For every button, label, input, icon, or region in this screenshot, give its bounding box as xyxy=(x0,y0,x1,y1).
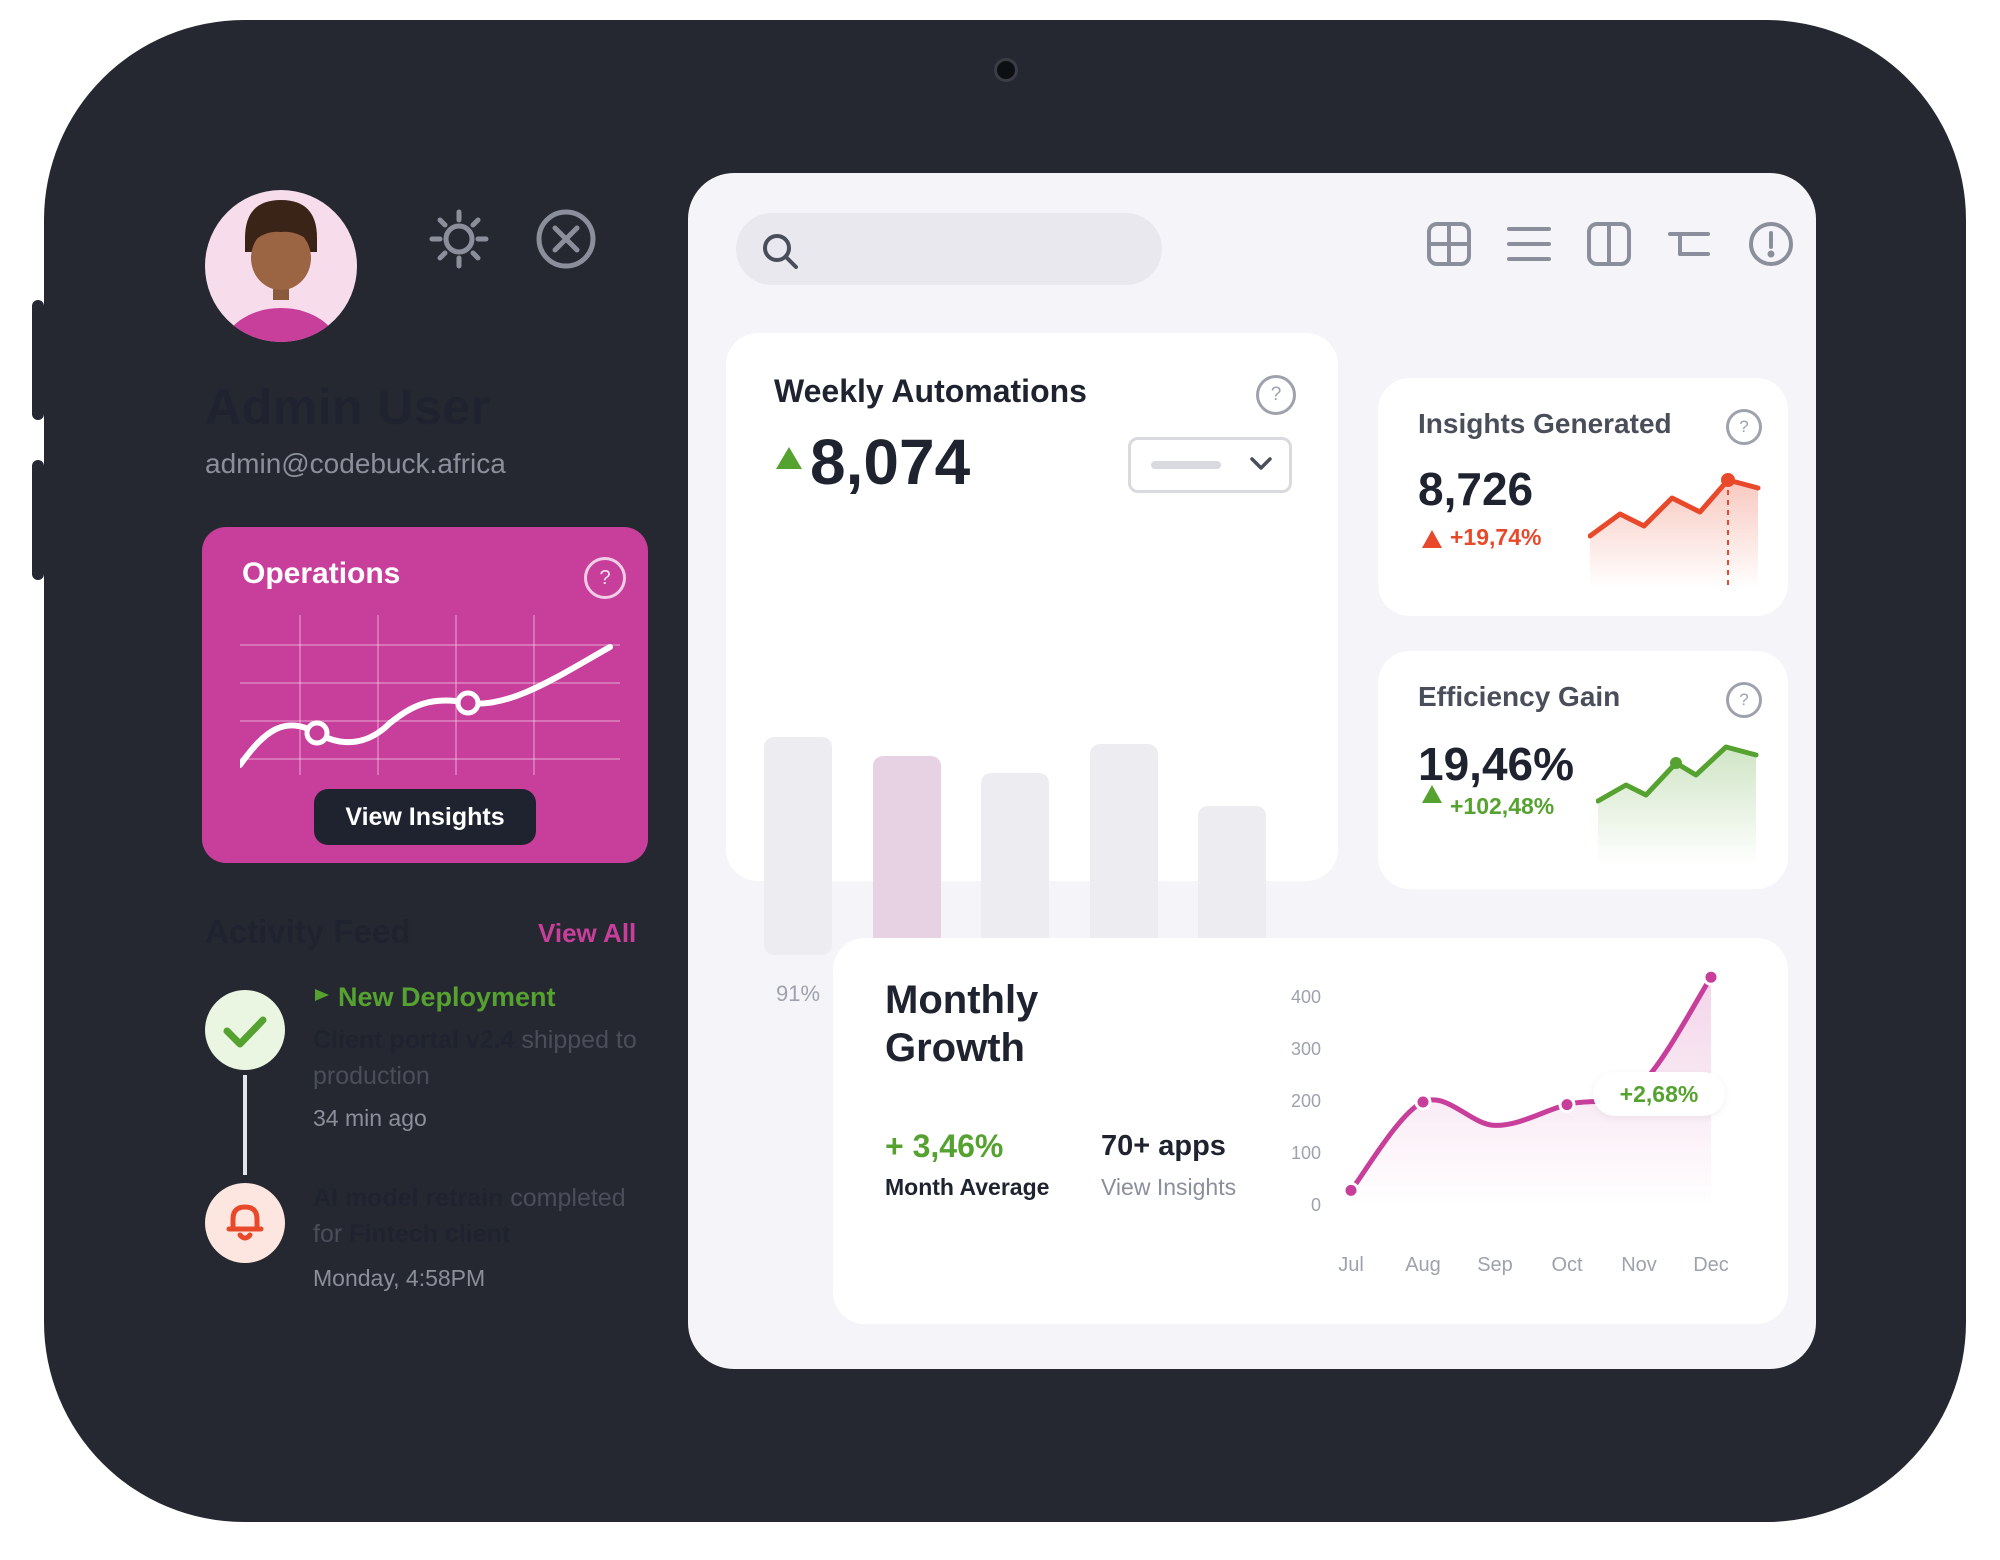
y-tick-label: 200 xyxy=(1290,1091,1321,1111)
insights-generated-card: Insights Generated ? 8,726 +19,74% xyxy=(1378,378,1788,616)
operations-title: Operations xyxy=(242,557,401,590)
efficiency-gain-card: Efficiency Gain ? 19,46% +102,48% xyxy=(1378,651,1788,889)
insights-sparkline xyxy=(1588,473,1761,588)
timeline-connector xyxy=(243,1075,247,1175)
feed-item-tag: New Deployment xyxy=(338,982,556,1012)
period-select[interactable] xyxy=(1128,437,1292,493)
help-icon[interactable]: ? xyxy=(1726,409,1762,445)
y-tick-label: 0 xyxy=(1310,1195,1321,1215)
x-tick-label: Sep xyxy=(1477,1254,1513,1276)
insights-generated-title: Insights Generated xyxy=(1418,408,1672,439)
feed-item-time: 34 min ago xyxy=(313,1105,427,1131)
efficiency-sparkline xyxy=(1596,744,1759,865)
data-point[interactable] xyxy=(1414,1093,1432,1111)
insights-generated-change: +19,74% xyxy=(1450,524,1542,550)
month-average-label: Month Average xyxy=(885,1174,1050,1200)
weekly-automations-title: Weekly Automations xyxy=(774,373,1087,409)
search-icon xyxy=(763,234,798,269)
series-area xyxy=(1351,977,1711,1206)
monthly-growth-card: Monthly Growth + 3,46% Month Average 70+… xyxy=(833,938,1788,1324)
weekly-automations-value: 8,074 xyxy=(810,426,971,498)
feed-item-highlight: Fintech client xyxy=(349,1220,511,1248)
data-point[interactable] xyxy=(1342,1181,1360,1199)
feed-item-body: completed for xyxy=(313,1184,626,1248)
volume-up-button xyxy=(32,300,44,420)
x-tick-label: Dec xyxy=(1693,1254,1729,1276)
volume-down-button xyxy=(32,460,44,580)
flag-icon xyxy=(315,989,329,1001)
view-insights-link[interactable]: View Insights xyxy=(1101,1174,1237,1200)
trend-up-icon xyxy=(776,447,802,469)
data-point[interactable] xyxy=(1558,1096,1576,1114)
tree-view-icon[interactable] xyxy=(1666,221,1712,267)
y-tick-label: 300 xyxy=(1290,1039,1321,1059)
operations-card: Operations ? View Insights xyxy=(202,527,648,863)
bar[interactable] xyxy=(981,772,1049,955)
y-tick-label: 100 xyxy=(1290,1143,1321,1163)
chevron-down-icon xyxy=(1250,457,1272,470)
growth-badge: +2,68% xyxy=(1593,1072,1725,1116)
check-icon xyxy=(205,990,285,1070)
view-insights-button[interactable]: View Insights xyxy=(314,789,536,845)
bar-label: 91% xyxy=(775,981,821,1006)
camera xyxy=(994,58,1018,82)
trend-up-icon xyxy=(1422,530,1442,548)
monthly-growth-title: Monthly Growth xyxy=(885,978,1039,1070)
bar[interactable] xyxy=(1089,743,1158,955)
bar[interactable] xyxy=(1198,806,1266,955)
x-tick-label: Aug xyxy=(1405,1254,1441,1276)
trend-up-icon xyxy=(1422,785,1442,803)
user-email: admin@codebuck.africa xyxy=(205,448,506,479)
main-panel: Weekly Automations ? 8,074 91%83%76%88%6… xyxy=(688,173,1816,1369)
split-view-icon[interactable] xyxy=(1586,221,1632,267)
alert-icon[interactable] xyxy=(1748,221,1794,267)
weekly-automations-card: Weekly Automations ? 8,074 91%83%76%88%6… xyxy=(726,333,1338,1006)
insights-generated-value: 8,726 xyxy=(1418,463,1534,515)
bar[interactable] xyxy=(872,755,941,955)
view-all-link[interactable]: View All xyxy=(538,918,637,948)
x-tick-label: Oct xyxy=(1551,1254,1583,1276)
operations-sparkline xyxy=(240,615,620,775)
feed-item-time: Monday, 4:58PM xyxy=(313,1265,486,1291)
x-tick-label: Nov xyxy=(1621,1254,1657,1276)
apps-count-value: 70+ apps xyxy=(1101,1130,1226,1162)
avatar[interactable] xyxy=(205,190,357,342)
bar[interactable] xyxy=(764,736,832,955)
help-icon[interactable]: ? xyxy=(1256,375,1296,415)
feed-item-highlight: AI model retrain xyxy=(313,1184,504,1212)
y-tick-label: 400 xyxy=(1290,987,1321,1007)
search-input[interactable] xyxy=(736,213,1162,285)
feed-item-body: shipped to production xyxy=(313,1026,637,1090)
list-view-icon[interactable] xyxy=(1506,221,1552,267)
month-average-value: + 3,46% xyxy=(885,1128,1004,1164)
help-icon[interactable]: ? xyxy=(1726,682,1762,718)
user-name: Admin User xyxy=(205,379,491,435)
efficiency-gain-value: 19,46% xyxy=(1418,738,1575,790)
grid-view-icon[interactable] xyxy=(1426,221,1472,267)
x-tick-label: Jul xyxy=(1338,1254,1364,1276)
activity-feed-title: Activity Feed xyxy=(205,913,411,950)
efficiency-gain-title: Efficiency Gain xyxy=(1418,681,1621,712)
settings-icon[interactable] xyxy=(428,208,490,275)
efficiency-gain-change: +102,48% xyxy=(1450,793,1555,819)
select-value-placeholder xyxy=(1151,461,1221,469)
series-line xyxy=(1348,974,1714,1193)
monthly-growth-chart xyxy=(1342,968,1720,1206)
feed-item-highlight: Client portal v2.4 xyxy=(313,1026,515,1054)
feed-item-text: AI model retrain completed for Fintech c… xyxy=(313,1180,653,1252)
help-icon[interactable]: ? xyxy=(584,557,626,599)
bell-icon xyxy=(205,1183,285,1263)
data-point[interactable] xyxy=(1702,968,1720,986)
close-icon[interactable] xyxy=(534,207,598,276)
feed-item-text: Client portal v2.4 shipped to production xyxy=(313,1022,653,1094)
avatar-icon xyxy=(224,200,338,342)
